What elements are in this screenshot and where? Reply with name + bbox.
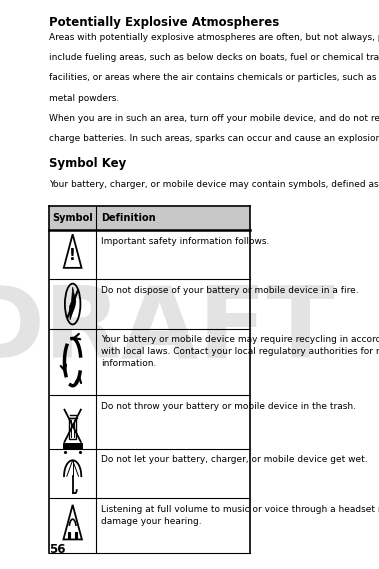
Text: Areas with potentially explosive atmospheres are often, but not always, posted a: Areas with potentially explosive atmosph… [49, 32, 379, 42]
Text: metal powders.: metal powders. [49, 94, 119, 102]
Text: Do not let your battery, charger, or mobile device get wet.: Do not let your battery, charger, or mob… [101, 456, 367, 464]
Bar [75, 532, 77, 538]
Text: Listening at full volume to music or voice through a headset may
damage your hea: Listening at full volume to music or voi… [101, 505, 379, 526]
Polygon shape [69, 287, 76, 320]
Bar [49, 207, 251, 230]
Text: Symbol Key: Symbol Key [49, 157, 126, 170]
Text: Do not throw your battery or mobile device in the trash.: Do not throw your battery or mobile devi… [101, 402, 356, 411]
Text: Your battery or mobile device may require recycling in accordance
with local law: Your battery or mobile device may requir… [101, 336, 379, 368]
Bar [69, 418, 76, 439]
Text: Do not dispose of your battery or mobile device in a fire.: Do not dispose of your battery or mobile… [101, 286, 358, 295]
Bar [68, 532, 70, 538]
Text: charge batteries. In such areas, sparks can occur and cause an explosion or fire: charge batteries. In such areas, sparks … [49, 134, 379, 143]
Text: Symbol: Symbol [52, 213, 93, 223]
Text: facilities, or areas where the air contains chemicals or particles, such as grai: facilities, or areas where the air conta… [49, 73, 379, 83]
Text: Your battery, charger, or mobile device may contain symbols, defined as follows:: Your battery, charger, or mobile device … [49, 180, 379, 189]
Text: When you are in such an area, turn off your mobile device, and do not remove, in: When you are in such an area, turn off y… [49, 114, 379, 123]
Text: DRAFT: DRAFT [0, 281, 336, 378]
Text: include fueling areas, such as below decks on boats, fuel or chemical transfer o: include fueling areas, such as below dec… [49, 53, 379, 62]
Text: Definition: Definition [101, 213, 155, 223]
Text: 56: 56 [49, 543, 66, 556]
Text: Potentially Explosive Atmospheres: Potentially Explosive Atmospheres [49, 15, 279, 28]
Text: Important safety information follows.: Important safety information follows. [101, 237, 269, 246]
Text: !: ! [69, 249, 76, 263]
